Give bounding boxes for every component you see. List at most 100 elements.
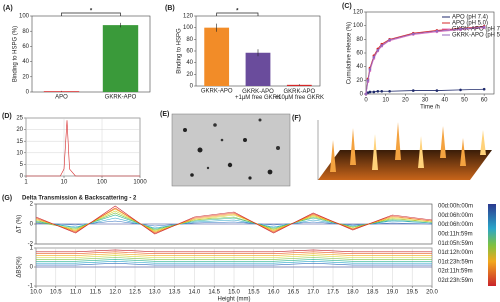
x-tick-label: 50 xyxy=(461,98,468,104)
y-tick-label: 80 xyxy=(22,29,29,35)
x-tick-label: 20 xyxy=(402,98,409,104)
plot-frame xyxy=(25,117,141,177)
x-tick-label: GKRK-APO xyxy=(201,89,233,95)
x-tick-label: 14.0 xyxy=(189,290,201,296)
y-tick-label: 0 xyxy=(30,265,34,271)
x-tick-label: 16.5 xyxy=(288,290,300,296)
data-point xyxy=(368,68,372,71)
x-tick-label: 30 xyxy=(422,98,429,104)
x-tick-label: 100 xyxy=(97,180,108,186)
y-tick-label: 0 xyxy=(190,84,194,90)
legend-label: APO (pH 5.0) xyxy=(452,21,488,27)
significance-mark: * xyxy=(90,9,93,15)
series-line xyxy=(35,205,433,235)
data-point xyxy=(376,48,380,52)
x-axis-label: Height (mm) xyxy=(217,297,250,302)
panel-label: (C) xyxy=(342,3,352,10)
x-tick-label: 14.5 xyxy=(208,290,220,296)
x-tick-label: 40 xyxy=(441,98,448,104)
x-tick-label: 11.0 xyxy=(70,290,82,296)
y-axis-label: ΔBS(%) xyxy=(17,256,23,277)
legend-label: 02d:23h:59m xyxy=(438,278,473,284)
series-line xyxy=(36,257,432,260)
x-tick-label: 0 xyxy=(364,98,368,104)
legend-label: 00d:00h:00m xyxy=(438,204,473,210)
x-tick-label: 60 xyxy=(481,98,488,104)
legend-label: APO (pH 7.4) xyxy=(452,15,488,21)
y-tick-label: 40 xyxy=(22,59,29,65)
y-tick-label: -2 xyxy=(28,242,34,248)
data-point xyxy=(388,38,391,42)
series-line xyxy=(36,249,432,253)
data-point xyxy=(364,92,368,96)
x-tick-label: 16.0 xyxy=(268,290,280,296)
y-tick-label: 20 xyxy=(356,78,363,84)
legend-label: 00d:06h:00m xyxy=(438,222,473,228)
chart-title: Delta Transmission & Backscattering - 2 xyxy=(22,196,137,202)
y-tick-label: 0 xyxy=(30,222,34,228)
x-tick-label: 11.5 xyxy=(90,290,102,296)
y-tick-label: 0 xyxy=(20,174,24,180)
x-tick-label: 10.5 xyxy=(50,290,62,296)
legend-label: 00d:11h:59m xyxy=(438,231,473,237)
panel-label: (A) xyxy=(3,5,13,12)
y-axis-label: Binding to HSPG (%) xyxy=(13,26,19,82)
y-tick-label: 120 xyxy=(353,10,364,16)
data-point xyxy=(366,91,370,94)
y-axis-label: Binding to HSPG xyxy=(177,28,183,74)
data-point xyxy=(459,27,462,31)
y-tick-label: 0 xyxy=(360,92,364,98)
colorbar xyxy=(488,204,496,286)
series-line xyxy=(36,262,432,266)
x-tick-label: 19.5 xyxy=(406,290,418,296)
x-tick-label: 10 xyxy=(382,98,389,104)
data-point xyxy=(411,89,415,92)
y-tick-label: 120 xyxy=(183,14,194,20)
y-tick-label: 5 xyxy=(20,162,24,168)
data-point xyxy=(411,32,415,36)
panel-label: (G) xyxy=(2,195,12,202)
x-tick-label: 20.0 xyxy=(426,290,438,296)
y-tick-label: 60 xyxy=(186,49,193,55)
y-tick-label: 40 xyxy=(186,60,193,66)
data-point xyxy=(376,89,380,93)
panel-label: (B) xyxy=(165,5,175,12)
series-line xyxy=(36,259,432,262)
y-tick-label: 100 xyxy=(19,14,30,20)
y-tick-label: 2 xyxy=(30,202,34,208)
series-line xyxy=(35,207,433,234)
x-tick-label: 12.0 xyxy=(109,290,121,296)
data-point xyxy=(482,87,486,91)
x-tick-label: 1 xyxy=(24,180,28,186)
y-tick-label: 25 xyxy=(16,116,23,122)
data-point xyxy=(380,89,384,93)
x-tick-label: GKRK-APO xyxy=(105,95,137,101)
micrograph xyxy=(171,113,291,187)
y-tick-label: 80 xyxy=(186,37,193,43)
bar xyxy=(286,84,312,86)
legend-label: 00d:06h:00m xyxy=(438,213,473,219)
x-tick-label: 18.5 xyxy=(367,290,379,296)
x-tick-label: 13.0 xyxy=(149,290,161,296)
y-tick-label: 60 xyxy=(356,51,363,57)
x-tick-label: 15.5 xyxy=(248,290,260,296)
bar xyxy=(204,27,230,87)
x-tick-label: 17.0 xyxy=(307,290,319,296)
y-tick-label: 1 xyxy=(30,246,34,252)
significance-mark: * xyxy=(236,9,239,15)
x-tick-label: 19.0 xyxy=(387,290,399,296)
x-tick-label: 15.0 xyxy=(228,290,240,296)
x-tick-label: 10 xyxy=(61,180,68,186)
significance-bracket xyxy=(61,12,121,16)
data-point xyxy=(435,29,439,33)
series-line xyxy=(36,255,432,258)
series-line xyxy=(26,120,140,177)
y-tick-label: -1 xyxy=(28,284,34,290)
legend-label: GKRK-APO (pH 7.4) xyxy=(452,27,500,33)
data-point xyxy=(482,25,486,29)
data-point xyxy=(366,79,370,82)
legend-label: 01d:05h:59m xyxy=(438,241,473,247)
series-line xyxy=(35,212,433,231)
x-tick-label: 1000 xyxy=(133,180,147,186)
afm-surface xyxy=(317,120,492,180)
